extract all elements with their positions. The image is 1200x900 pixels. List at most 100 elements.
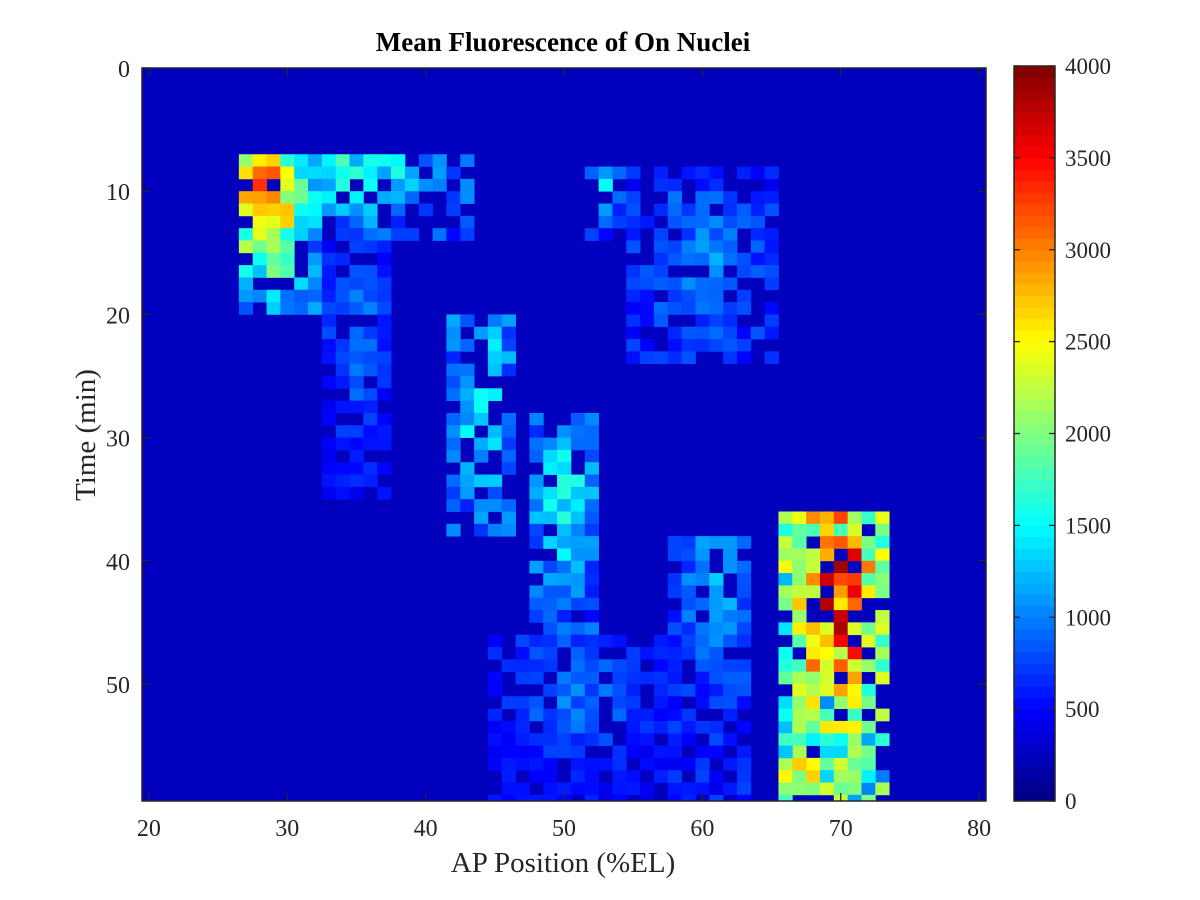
heatmap-cell xyxy=(543,573,558,586)
heatmap-cell xyxy=(806,720,821,734)
heatmap-cell xyxy=(404,178,420,192)
heatmap-cell xyxy=(501,770,516,783)
heatmap-cell xyxy=(723,671,738,685)
heatmap-cell xyxy=(847,794,862,802)
heatmap-cell xyxy=(335,351,350,365)
heatmap-cell xyxy=(847,671,862,685)
heatmap-cell xyxy=(363,240,378,254)
heatmap-cell xyxy=(626,265,641,278)
heatmap-cell xyxy=(626,647,641,660)
heatmap-cell xyxy=(667,289,683,303)
heatmap-cell xyxy=(792,511,807,525)
heatmap-cell xyxy=(681,536,696,549)
heatmap-cell xyxy=(875,659,890,673)
heatmap-cell xyxy=(543,757,558,771)
heatmap-cell xyxy=(681,757,696,771)
heatmap-cell xyxy=(446,523,461,537)
heatmap-cell xyxy=(543,782,558,796)
heatmap-cell xyxy=(792,610,807,623)
heatmap-cell xyxy=(529,733,544,746)
heatmap-cell xyxy=(861,536,876,549)
heatmap-cell xyxy=(612,696,627,710)
heatmap-cell xyxy=(667,659,683,673)
heatmap-cell xyxy=(819,634,835,648)
heatmap-cell xyxy=(681,548,696,562)
heatmap-cell xyxy=(695,252,710,266)
heatmap-cell xyxy=(847,659,862,673)
heatmap-cell xyxy=(640,757,655,771)
heatmap-cell xyxy=(709,647,724,660)
heatmap-cell xyxy=(349,437,364,451)
heatmap-cell xyxy=(321,277,337,291)
heatmap-cell xyxy=(543,511,558,525)
heatmap-cell xyxy=(640,215,655,229)
heatmap-cell xyxy=(612,215,627,229)
heatmap-cell xyxy=(792,573,807,586)
heatmap-cell xyxy=(349,425,364,438)
heatmap-cell xyxy=(543,720,558,734)
heatmap-cell xyxy=(349,240,364,254)
colorbar-swatch xyxy=(1014,663,1055,676)
heatmap-cell xyxy=(280,154,295,167)
heatmap-cell xyxy=(487,351,503,365)
heatmap-cell xyxy=(252,166,267,180)
heatmap-cell xyxy=(695,302,710,315)
heatmap-cell xyxy=(557,523,572,537)
heatmap-cell xyxy=(875,622,890,636)
heatmap-cell xyxy=(391,178,406,192)
heatmap-cell xyxy=(847,523,862,537)
heatmap-cell xyxy=(778,757,793,771)
heatmap-cell xyxy=(501,696,516,710)
heatmap-cell xyxy=(778,770,793,783)
colorbar-tick-label: 0 xyxy=(1065,789,1077,814)
colorbar-tick-label: 1000 xyxy=(1065,605,1111,630)
heatmap-cell xyxy=(875,671,890,685)
colorbar xyxy=(1014,66,1055,802)
heatmap-cell xyxy=(736,289,752,303)
heatmap-cell xyxy=(806,622,821,636)
heatmap-cell xyxy=(833,610,849,623)
heatmap-cell xyxy=(557,622,572,636)
heatmap-cell xyxy=(280,178,295,192)
heatmap-cell xyxy=(529,770,544,783)
heatmap-cell xyxy=(363,326,378,340)
heatmap-cell xyxy=(847,770,862,783)
heatmap-cell xyxy=(640,782,655,796)
heatmap-cell xyxy=(847,597,862,611)
heatmap-cell xyxy=(612,671,627,685)
heatmap-cell xyxy=(695,782,710,796)
heatmap-cell xyxy=(308,289,323,303)
heatmap-cell xyxy=(529,659,544,673)
heatmap-cell xyxy=(640,289,655,303)
heatmap-cell xyxy=(446,228,461,241)
heatmap-cell xyxy=(280,166,295,180)
heatmap-cell xyxy=(543,597,558,611)
colorbar-swatch xyxy=(1014,640,1055,653)
heatmap-cell xyxy=(736,560,752,574)
heatmap-cell xyxy=(723,610,738,623)
heatmap-cell xyxy=(280,252,295,266)
heatmap-cell xyxy=(598,782,613,796)
heatmap-cell xyxy=(474,412,489,426)
heatmap-cell xyxy=(736,166,752,180)
heatmap-cell xyxy=(529,610,544,623)
heatmap-cell xyxy=(238,302,254,315)
heatmap-cell xyxy=(335,215,350,229)
heatmap-cell xyxy=(736,634,752,648)
heatmap-cell xyxy=(584,573,599,586)
heatmap-cell xyxy=(584,425,599,438)
heatmap-cell xyxy=(681,228,696,241)
heatmap-cell xyxy=(612,757,627,771)
heatmap-cell xyxy=(778,548,793,562)
heatmap-cell xyxy=(653,720,669,734)
heatmap-cell xyxy=(833,573,849,586)
heatmap-cell xyxy=(460,412,475,426)
heatmap-cell xyxy=(308,265,323,278)
heatmap-cell xyxy=(695,573,710,586)
heatmap-cell xyxy=(377,191,392,204)
heatmap-cell xyxy=(349,363,364,377)
colorbar-swatch xyxy=(1014,111,1055,124)
heatmap-cell xyxy=(653,166,669,180)
heatmap-cell xyxy=(501,339,516,352)
heatmap-cell xyxy=(391,191,406,204)
